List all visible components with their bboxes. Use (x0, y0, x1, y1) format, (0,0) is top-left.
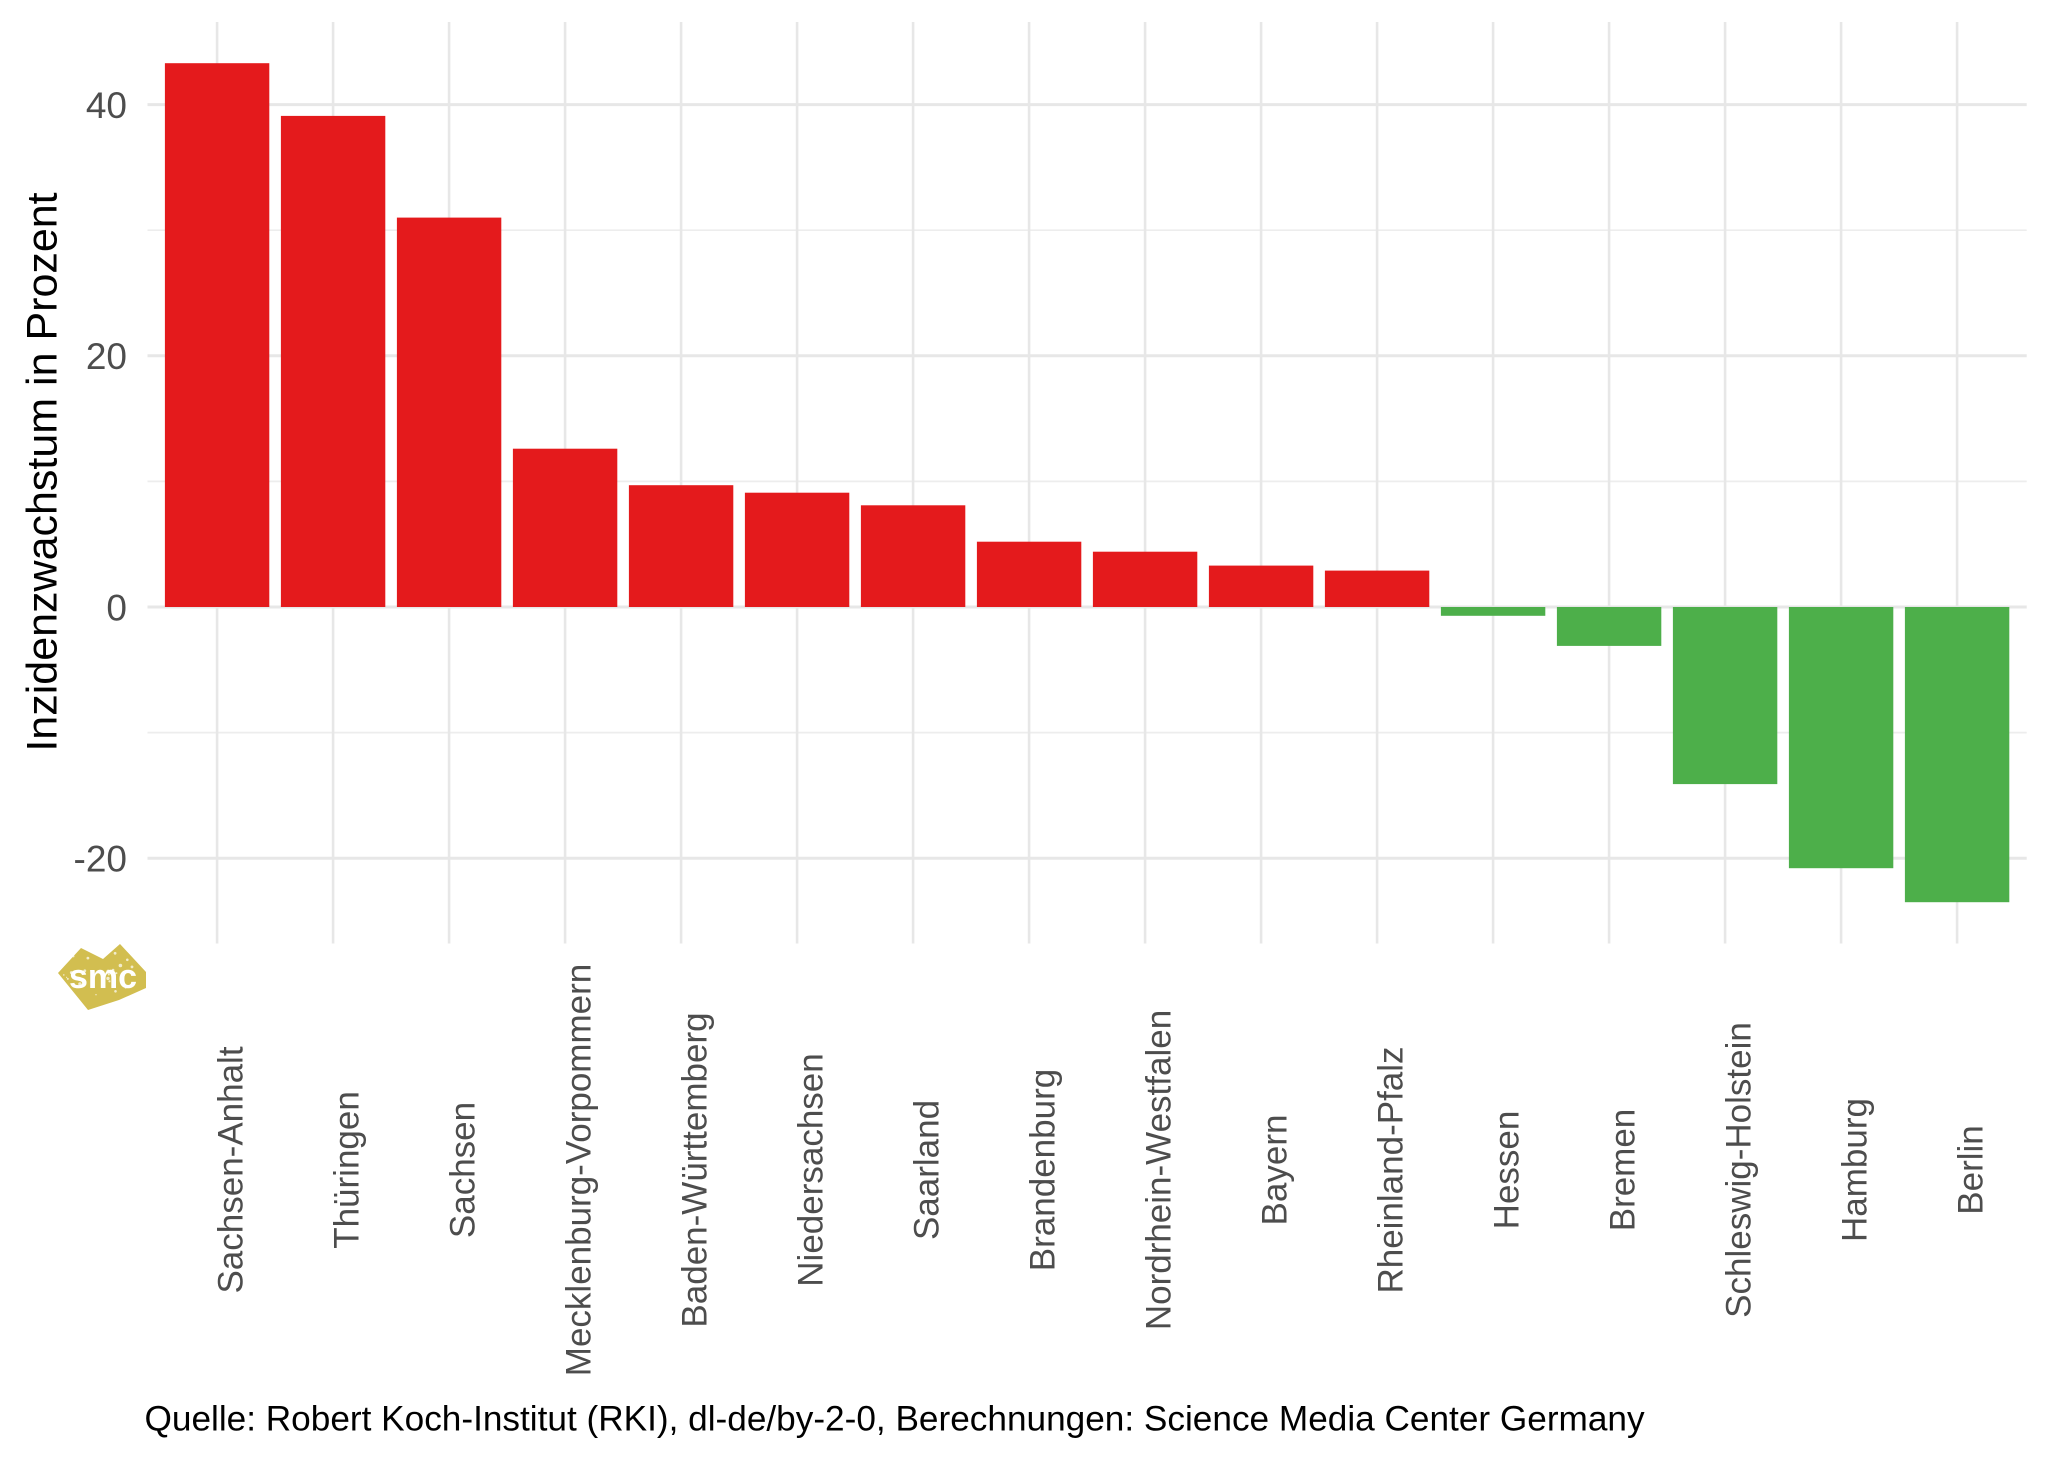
svg-text:Bayern: Bayern (1256, 1115, 1295, 1226)
svg-text:Quelle: Robert Koch-Institut (: Quelle: Robert Koch-Institut (RKI), dl-d… (145, 1400, 1645, 1439)
svg-text:Hessen: Hessen (1488, 1111, 1527, 1230)
svg-text:Bremen: Bremen (1604, 1109, 1643, 1232)
svg-text:smc: smc (69, 958, 137, 996)
svg-text:Sachsen-Anhalt: Sachsen-Anhalt (212, 1046, 251, 1293)
svg-text:40: 40 (86, 85, 127, 126)
svg-text:Nordrhein-Westfalen: Nordrhein-Westfalen (1140, 1010, 1179, 1330)
svg-text:Rheinland-Pfalz: Rheinland-Pfalz (1372, 1046, 1411, 1293)
svg-text:0: 0 (106, 587, 127, 628)
svg-text:Niedersachsen: Niedersachsen (792, 1053, 831, 1286)
svg-text:-20: -20 (74, 839, 127, 880)
svg-text:Hamburg: Hamburg (1836, 1098, 1875, 1242)
svg-text:Saarland: Saarland (908, 1100, 947, 1240)
svg-text:Baden-Württemberg: Baden-Württemberg (676, 1012, 715, 1327)
svg-text:Brandenburg: Brandenburg (1024, 1069, 1063, 1271)
svg-text:Schleswig-Holstein: Schleswig-Holstein (1720, 1022, 1759, 1318)
svg-text:20: 20 (86, 336, 127, 377)
svg-text:Thüringen: Thüringen (328, 1091, 367, 1249)
svg-text:Inzidenzwachstum in Prozent: Inzidenzwachstum in Prozent (19, 192, 67, 751)
svg-text:Mecklenburg-Vorpommern: Mecklenburg-Vorpommern (560, 964, 599, 1376)
svg-text:Berlin: Berlin (1952, 1125, 1991, 1214)
svg-text:Sachsen: Sachsen (444, 1102, 483, 1238)
